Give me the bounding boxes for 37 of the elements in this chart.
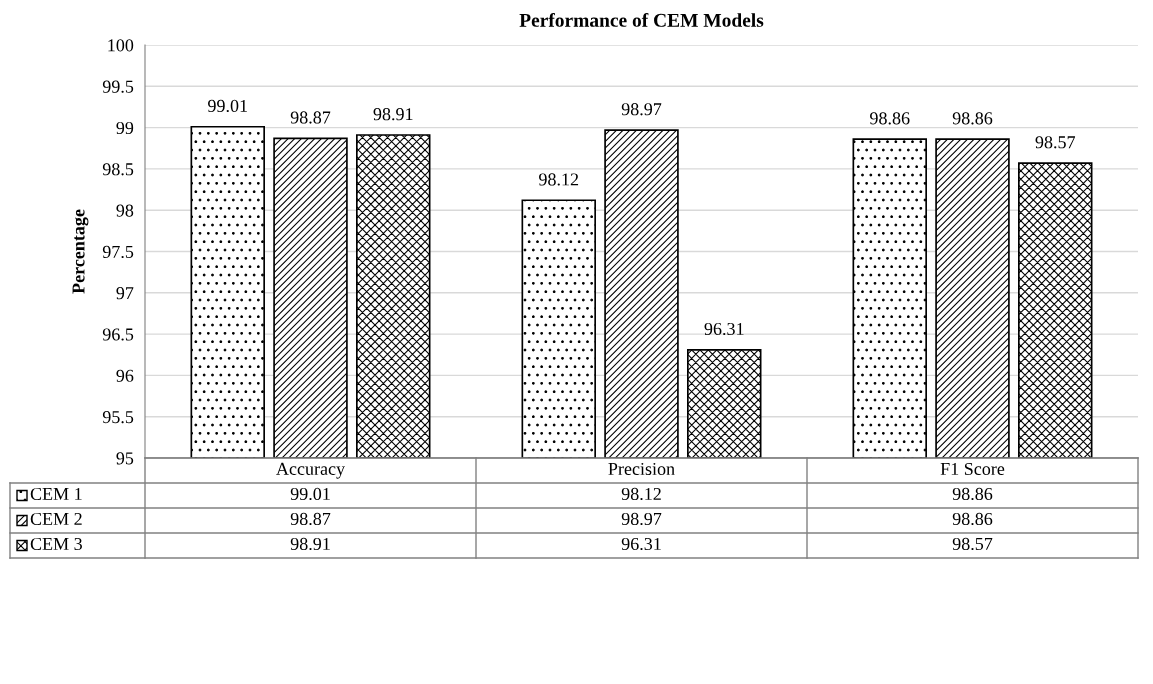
- text: 98.86: [952, 487, 993, 501]
- legend-label: CEM 1: [30, 487, 82, 501]
- data-label: 96.31: [704, 322, 744, 336]
- text: 98.91: [290, 537, 330, 551]
- x-tick-label: Precision: [608, 462, 675, 476]
- y-tick-label: 99: [116, 121, 134, 135]
- text: 98.87: [290, 512, 331, 526]
- data-label: 98.86: [870, 112, 910, 125]
- y-tick-label: 95: [116, 452, 134, 465]
- data-label: 98.12: [539, 173, 579, 186]
- text: 98.12: [621, 487, 661, 501]
- y-axis-title: Percentage: [72, 209, 89, 294]
- x-tick-label: F1 Score: [940, 462, 1005, 476]
- x-tick-label: Accuracy: [276, 462, 346, 479]
- y-tick-label: 96: [116, 369, 134, 382]
- text: 98.97: [621, 512, 662, 526]
- y-tick-label: 97.5: [102, 245, 134, 259]
- y-tick-label: 98.5: [102, 163, 134, 176]
- text: 98.57: [952, 537, 993, 551]
- y-tick-label: 99.5: [102, 80, 134, 93]
- data-label: 98.57: [1035, 136, 1076, 149]
- y-tick-label: 98: [116, 204, 134, 217]
- data-label: 98.97: [621, 103, 662, 116]
- data-label: 98.91: [373, 108, 413, 121]
- legend-label: CEM 3: [30, 537, 82, 551]
- data-label: 98.86: [952, 112, 993, 125]
- legend-label: CEM 2: [30, 512, 82, 526]
- data-label: 98.87: [290, 111, 331, 124]
- chart-title: Performance of CEM Models: [519, 12, 764, 27]
- y-tick-label: 100: [108, 39, 134, 52]
- text: 99.01: [290, 487, 330, 501]
- y-tick-label: 97: [116, 287, 134, 300]
- text: 98.86: [952, 512, 993, 526]
- data-label: 99.01: [208, 99, 247, 113]
- y-tick-label: 96.5: [102, 328, 134, 341]
- text: 96.31: [621, 537, 661, 551]
- y-tick-label: 95.5: [102, 411, 134, 424]
